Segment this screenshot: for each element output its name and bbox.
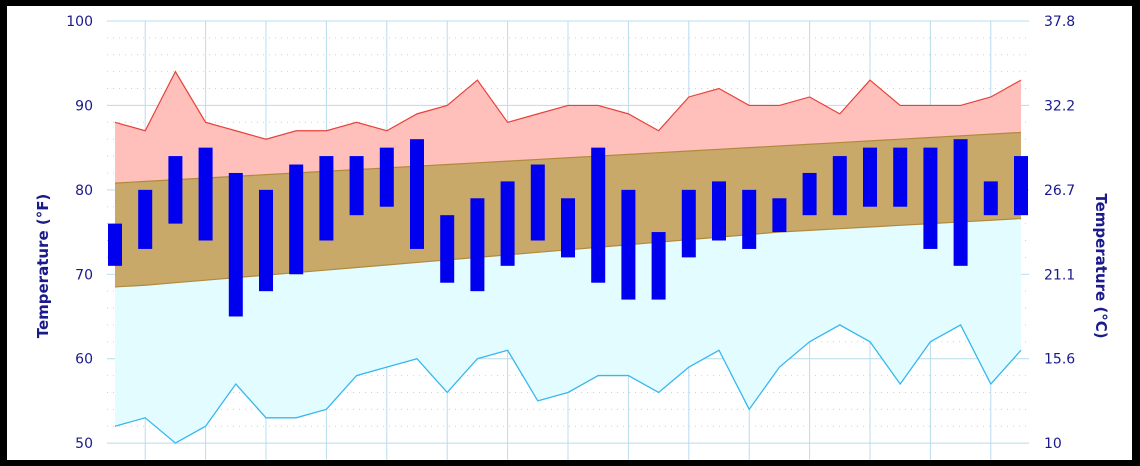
right-tick-label: 26.7 bbox=[1044, 183, 1075, 199]
actual-range-bar bbox=[772, 198, 787, 233]
actual-range-bar bbox=[742, 189, 757, 249]
actual-range-bar bbox=[168, 156, 183, 224]
record-high-area bbox=[115, 71, 1021, 184]
right-tick-label: 21.1 bbox=[1044, 267, 1075, 283]
actual-range-bar bbox=[138, 189, 153, 249]
actual-range-bar bbox=[379, 147, 394, 207]
left-tick-label: 100 bbox=[66, 14, 93, 30]
actual-range-bar bbox=[561, 198, 575, 258]
actual-range-bar bbox=[621, 189, 636, 300]
right-tick-label: 37.8 bbox=[1044, 14, 1075, 30]
left-tick-label: 90 bbox=[75, 98, 93, 114]
temperature-chart: 100 90 80 70 60 50 37.8 32.2 26.7 21.1 1… bbox=[34, 14, 1110, 460]
right-axis-title: Temperature (°C) bbox=[1092, 193, 1110, 338]
actual-range-bar bbox=[410, 139, 424, 249]
right-tick-label: 15.6 bbox=[1044, 352, 1075, 368]
actual-range-bar bbox=[289, 164, 304, 275]
left-tick-label: 80 bbox=[75, 183, 93, 199]
actual-range-bar bbox=[681, 189, 696, 258]
actual-range-bar bbox=[832, 156, 847, 216]
actual-range-bar bbox=[228, 172, 243, 317]
record-high-line bbox=[114, 70, 1022, 140]
actual-range-bar bbox=[500, 181, 515, 266]
actual-range-bar bbox=[259, 189, 273, 292]
actual-range-bar bbox=[802, 172, 817, 216]
actual-range-bar bbox=[923, 147, 938, 249]
left-tick-label: 50 bbox=[75, 436, 93, 452]
actual-range-bar bbox=[198, 147, 213, 241]
actual-range-bar bbox=[319, 156, 334, 241]
actual-range-bars bbox=[108, 139, 1028, 317]
actual-range-bar bbox=[953, 139, 968, 266]
left-axis-ticks: 100 90 80 70 60 50 bbox=[66, 14, 93, 452]
left-axis-title: Temperature (°F) bbox=[34, 194, 52, 339]
right-tick-label: 32.2 bbox=[1044, 98, 1075, 114]
actual-range-bar bbox=[863, 147, 877, 207]
right-tick-label: 10 bbox=[1044, 436, 1062, 452]
actual-range-bar bbox=[349, 156, 364, 216]
left-tick-label: 60 bbox=[75, 352, 93, 368]
actual-range-bar bbox=[530, 164, 545, 241]
actual-range-bar bbox=[1014, 156, 1028, 216]
actual-range-bar bbox=[440, 215, 455, 283]
actual-range-bar bbox=[470, 198, 485, 292]
record-low-area bbox=[115, 218, 1021, 444]
chart-frame: 100 90 80 70 60 50 37.8 32.2 26.7 21.1 1… bbox=[7, 6, 1132, 460]
actual-range-bar bbox=[651, 232, 666, 300]
record-low-line bbox=[114, 324, 1022, 444]
actual-range-bar bbox=[893, 147, 908, 207]
left-tick-label: 70 bbox=[75, 267, 93, 283]
actual-range-bar bbox=[108, 223, 122, 266]
actual-range-bar bbox=[591, 147, 606, 283]
right-axis-ticks: 37.8 32.2 26.7 21.1 15.6 10 bbox=[1044, 14, 1075, 452]
normal-high-line bbox=[114, 131, 1022, 184]
actual-range-bar bbox=[712, 181, 726, 241]
actual-range-bar bbox=[983, 181, 998, 216]
